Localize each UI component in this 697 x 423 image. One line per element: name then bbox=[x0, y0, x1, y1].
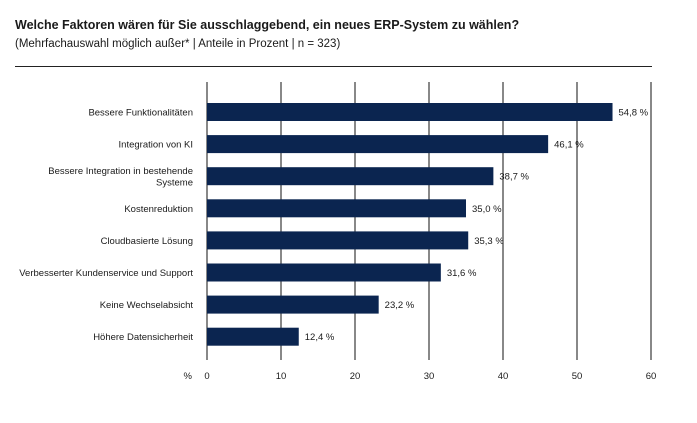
x-tick-label-10: 10 bbox=[276, 371, 287, 382]
value-label-7: 12,4 % bbox=[305, 332, 335, 343]
x-tick-label-30: 30 bbox=[424, 371, 435, 382]
chart-subtitle: (Mehrfachauswahl möglich außer* | Anteil… bbox=[15, 38, 341, 50]
x-tick-label-20: 20 bbox=[350, 371, 361, 382]
category-label-0: Bessere Funktionalitäten bbox=[88, 108, 193, 119]
category-label-line: Verbesserter Kundenservice und Support bbox=[19, 268, 193, 279]
category-label-line: Höhere Datensicherheit bbox=[93, 332, 193, 343]
x-tick-label-0: 0 bbox=[204, 371, 209, 382]
category-label-line: Systeme bbox=[156, 177, 193, 188]
value-label-5: 31,6 % bbox=[447, 268, 477, 279]
x-axis-unit: % bbox=[184, 371, 193, 382]
category-label-2: Bessere Integration in bestehende Systeme bbox=[48, 166, 193, 189]
bar-4 bbox=[207, 231, 469, 250]
category-label-line: Kostenreduktion bbox=[124, 204, 193, 215]
x-tick-label-40: 40 bbox=[498, 371, 509, 382]
bar-5 bbox=[207, 263, 441, 282]
x-tick-label-60: 60 bbox=[646, 371, 657, 382]
category-label-line: Bessere Funktionalitäten bbox=[88, 108, 193, 119]
x-tick-label-50: 50 bbox=[572, 371, 583, 382]
category-label-4: Cloudbasierte Lösung bbox=[101, 236, 193, 247]
bar-3 bbox=[207, 199, 466, 218]
header-divider bbox=[15, 66, 652, 67]
bar-1 bbox=[207, 135, 549, 154]
bar-7 bbox=[207, 327, 299, 346]
category-label-6: Keine Wechselabsicht bbox=[100, 300, 194, 311]
bar-6 bbox=[207, 295, 379, 314]
value-label-2: 38,7 % bbox=[499, 172, 529, 183]
category-label-line: Integration von KI bbox=[119, 140, 193, 151]
value-label-0: 54,8 % bbox=[619, 108, 649, 119]
category-label-7: Höhere Datensicherheit bbox=[93, 332, 193, 343]
category-label-line: Keine Wechselabsicht bbox=[100, 300, 194, 311]
value-label-4: 35,3 % bbox=[474, 236, 504, 247]
bar-0 bbox=[207, 103, 613, 121]
value-label-3: 35,0 % bbox=[472, 204, 502, 215]
bar-2 bbox=[207, 167, 494, 186]
category-label-1: Integration von KI bbox=[119, 140, 193, 151]
category-label-line: Bessere Integration in bestehende bbox=[48, 166, 193, 177]
category-label-line: Cloudbasierte Lösung bbox=[101, 236, 193, 247]
value-label-1: 46,1 % bbox=[554, 140, 584, 151]
category-label-5: Verbesserter Kundenservice und Support bbox=[19, 268, 193, 279]
chart-title: Welche Faktoren wären für Sie ausschlagg… bbox=[15, 18, 520, 32]
category-label-3: Kostenreduktion bbox=[124, 204, 193, 215]
value-label-6: 23,2 % bbox=[385, 300, 415, 311]
